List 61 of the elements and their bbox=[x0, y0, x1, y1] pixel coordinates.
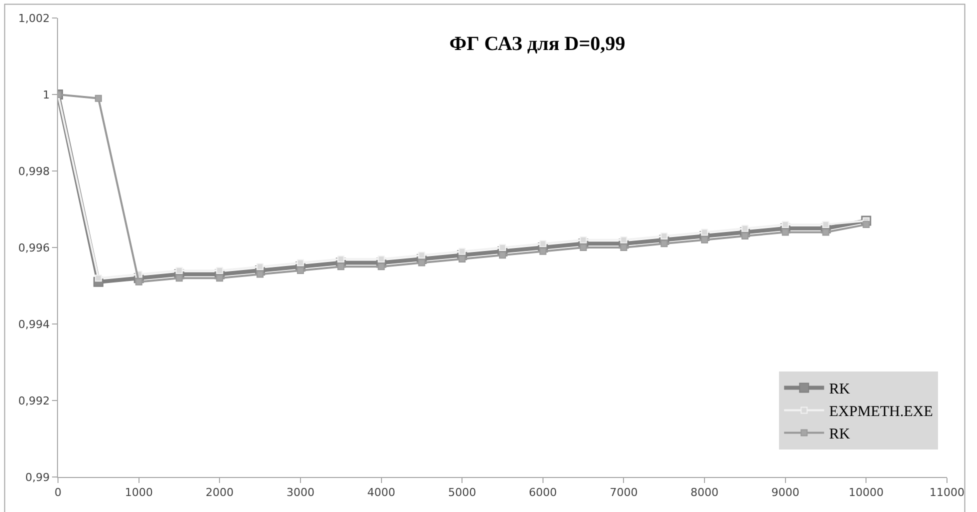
x-tick-label: 4000 bbox=[367, 486, 396, 500]
point bbox=[378, 263, 385, 270]
point bbox=[660, 240, 668, 248]
point bbox=[580, 236, 587, 244]
y-tick-label: 0,994 bbox=[18, 318, 50, 331]
x-tick-label: 2000 bbox=[206, 486, 234, 500]
y-tick-label: 1 bbox=[42, 88, 50, 102]
x-tick-label: 3000 bbox=[286, 486, 314, 500]
x-tick-label: 11000 bbox=[930, 486, 964, 500]
point bbox=[256, 263, 264, 270]
point bbox=[539, 248, 546, 255]
point bbox=[418, 259, 426, 266]
text: ФГ САЗ для D=0,99 bbox=[449, 32, 626, 55]
legend-label: EXPMETH.EXE bbox=[829, 404, 933, 420]
point bbox=[539, 240, 546, 248]
point bbox=[782, 228, 789, 236]
point bbox=[458, 255, 466, 262]
point bbox=[176, 274, 183, 282]
point bbox=[296, 259, 304, 266]
y-tick-label: 0,996 bbox=[18, 241, 50, 254]
x-tick-label: 1000 bbox=[124, 486, 153, 500]
point bbox=[94, 274, 102, 282]
point bbox=[94, 94, 102, 102]
x-tick-label: 6000 bbox=[528, 486, 557, 500]
point bbox=[499, 252, 506, 259]
y-tick-label: 1,002 bbox=[18, 12, 50, 25]
point bbox=[620, 244, 628, 251]
legend-label: RK bbox=[829, 426, 850, 443]
point bbox=[822, 228, 830, 236]
point bbox=[822, 221, 830, 228]
point bbox=[458, 248, 466, 255]
point bbox=[296, 266, 304, 274]
point bbox=[782, 221, 789, 228]
x-tick-label: 8000 bbox=[690, 486, 719, 500]
point bbox=[580, 244, 587, 251]
point bbox=[741, 224, 748, 232]
y-tick-label: 0,99 bbox=[25, 470, 50, 484]
point bbox=[418, 252, 426, 259]
y-tick-label: 0,992 bbox=[18, 394, 50, 408]
point bbox=[499, 244, 506, 251]
point bbox=[620, 236, 628, 244]
point bbox=[216, 274, 224, 282]
legend-label: RK bbox=[829, 382, 850, 398]
x-tick-label: 0 bbox=[54, 486, 62, 500]
x-tick-label: 7000 bbox=[610, 486, 638, 500]
point bbox=[660, 232, 668, 240]
point bbox=[378, 255, 385, 262]
point bbox=[741, 232, 748, 240]
point bbox=[862, 221, 870, 228]
point bbox=[135, 278, 142, 286]
point bbox=[337, 263, 344, 270]
x-tick-label: 10000 bbox=[848, 486, 884, 500]
point bbox=[337, 255, 344, 262]
y-tick-label: 0,998 bbox=[18, 164, 50, 178]
point bbox=[216, 266, 224, 274]
point bbox=[256, 270, 264, 278]
point bbox=[701, 236, 708, 244]
x-tick-label: 9000 bbox=[771, 486, 800, 500]
point bbox=[176, 266, 183, 274]
x-tick-label: 5000 bbox=[448, 486, 476, 500]
point bbox=[701, 228, 708, 236]
